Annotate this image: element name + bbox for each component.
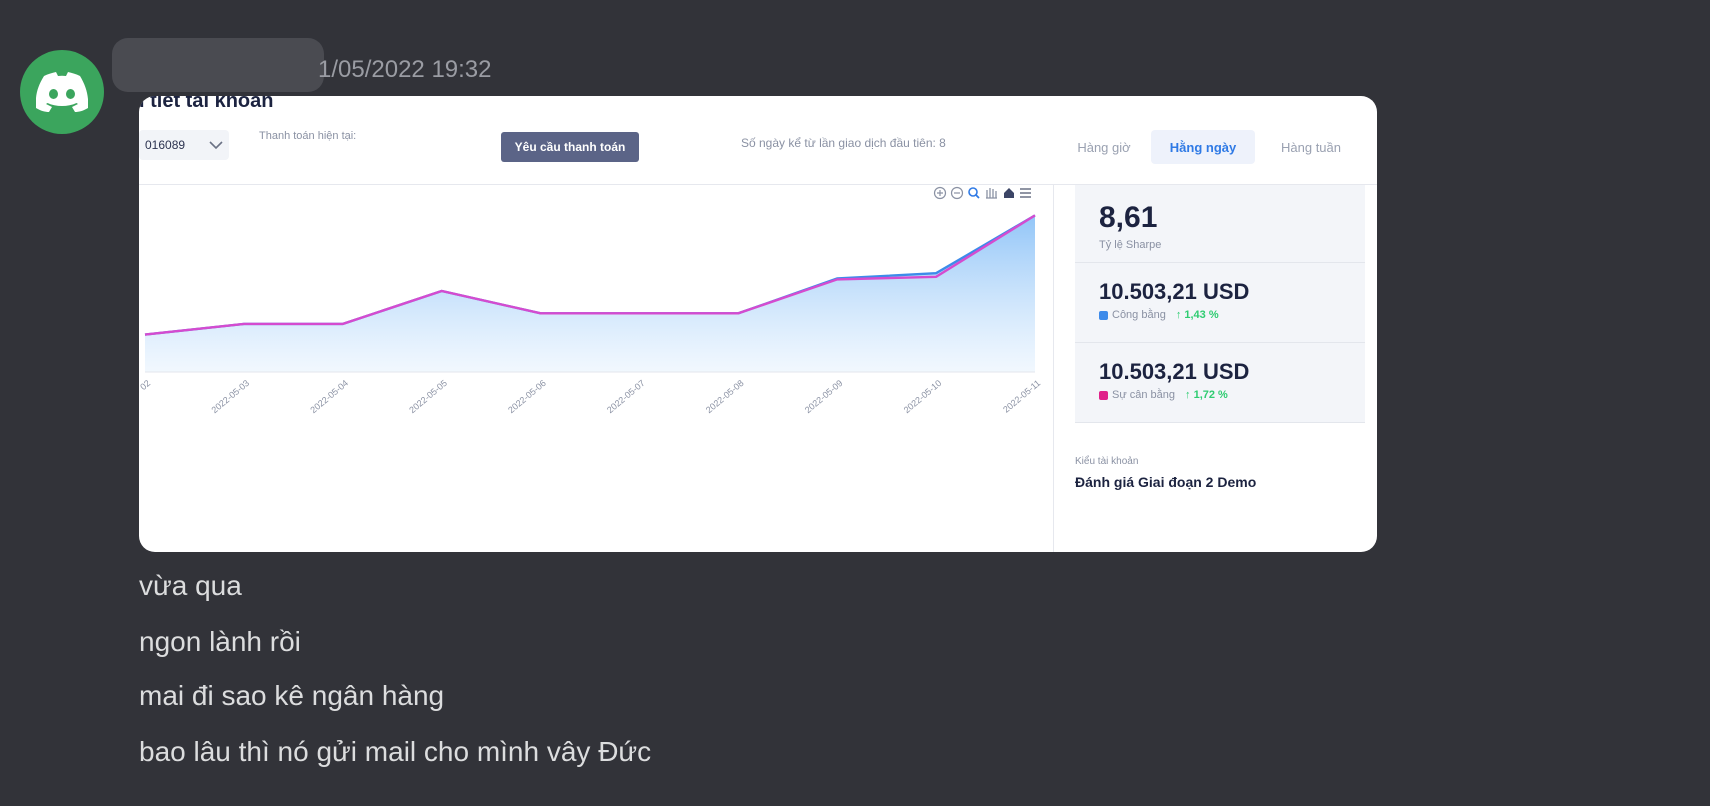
message-line: bao lâu thì nó gửi mail cho mình vây Đức — [139, 736, 652, 767]
account-id: 016089 — [145, 138, 186, 152]
zoom-out-icon[interactable] — [950, 186, 964, 200]
zoom-in-icon[interactable] — [933, 186, 947, 200]
account-detail-title: i tiết tài khoản — [139, 96, 274, 112]
equity-balance-chart[interactable]: 02 2022-05-03 2022-05-04 2022-05-05 2022-05-… — [139, 184, 1053, 454]
username-blurred — [112, 38, 324, 92]
x-tick-label: 2022-05-04 — [308, 378, 350, 415]
account-type-label: Kiểu tài khoản — [1075, 456, 1139, 467]
pan-icon[interactable] — [986, 188, 997, 199]
x-tick-label: 2022-05-08 — [704, 378, 746, 415]
days-since-first-trade: Số ngày kể từ lần giao dịch đầu tiên: 8 — [741, 136, 946, 150]
message-timestamp: 1/05/2022 19:32 — [318, 56, 492, 83]
home-icon[interactable] — [1004, 188, 1014, 198]
panel-divider — [1053, 184, 1054, 552]
tab-weekly[interactable]: Hàng tuần — [1281, 139, 1341, 155]
x-tick-label: 2022-05-03 — [209, 378, 251, 415]
equity-area — [145, 215, 1035, 372]
sharpe-card: 8,61 Tỷ lệ Sharpe — [1075, 185, 1365, 263]
sharpe-value: 8,61 — [1099, 201, 1158, 234]
balance-change: ↑ 1,72 % — [1185, 389, 1228, 401]
equity-swatch — [1099, 310, 1108, 320]
balance-label: Sự cân bằng — [1112, 389, 1176, 401]
chevron-down-icon — [209, 141, 223, 150]
avatar[interactable] — [20, 50, 104, 134]
x-tick-label: 2022-05-10 — [902, 378, 944, 415]
sharpe-label: Tỷ lệ Sharpe — [1099, 239, 1162, 251]
equity-value: 10.503,21 USD — [1099, 279, 1250, 304]
x-tick-label: 2022-05-11 — [1001, 378, 1042, 415]
attachment-image[interactable]: i tiết tài khoản 016089 Thanh toán hiện … — [139, 96, 1377, 552]
request-payment-button[interactable]: Yêu cầu thanh toán — [501, 132, 639, 162]
header-divider — [139, 184, 1377, 185]
message-line: mai đi sao kê ngân hàng — [139, 680, 445, 711]
discord-logo-icon — [36, 72, 88, 112]
zoom-select-icon[interactable] — [968, 187, 980, 199]
balance-value: 10.503,21 USD — [1099, 359, 1250, 384]
account-select[interactable]: 016089 — [139, 130, 229, 160]
x-tick-label: 2022-05-05 — [407, 378, 449, 415]
x-tick-label: 2022-05-09 — [803, 378, 845, 415]
x-tick-label: 2022-05-06 — [506, 378, 548, 415]
balance-series-line — [144, 214, 1036, 336]
equity-change: ↑ 1,43 % — [1175, 309, 1219, 321]
x-tick-label: 2022-05-07 — [605, 378, 647, 415]
message-line: ngon lành rồi — [139, 626, 301, 657]
tab-hourly[interactable]: Hàng giờ — [1077, 139, 1131, 155]
message-line: vừa qua — [139, 570, 242, 601]
account-type-value: Đánh giá Giai đoạn 2 Demo — [1075, 474, 1257, 490]
x-tick-label: 02 — [139, 378, 152, 392]
menu-icon[interactable] — [1020, 188, 1031, 198]
equity-card: 10.503,21 USD Công bằng ↑ 1,43 % — [1075, 263, 1365, 343]
current-payment-label: Thanh toán hiện tại: — [259, 130, 357, 142]
chart-toolbar — [933, 186, 1031, 200]
tab-daily[interactable]: Hằng ngày — [1151, 130, 1255, 164]
balance-card: 10.503,21 USD Sự cân bằng ↑ 1,72 % — [1075, 343, 1365, 423]
balance-swatch — [1099, 390, 1108, 400]
equity-label: Công bằng — [1112, 309, 1166, 321]
